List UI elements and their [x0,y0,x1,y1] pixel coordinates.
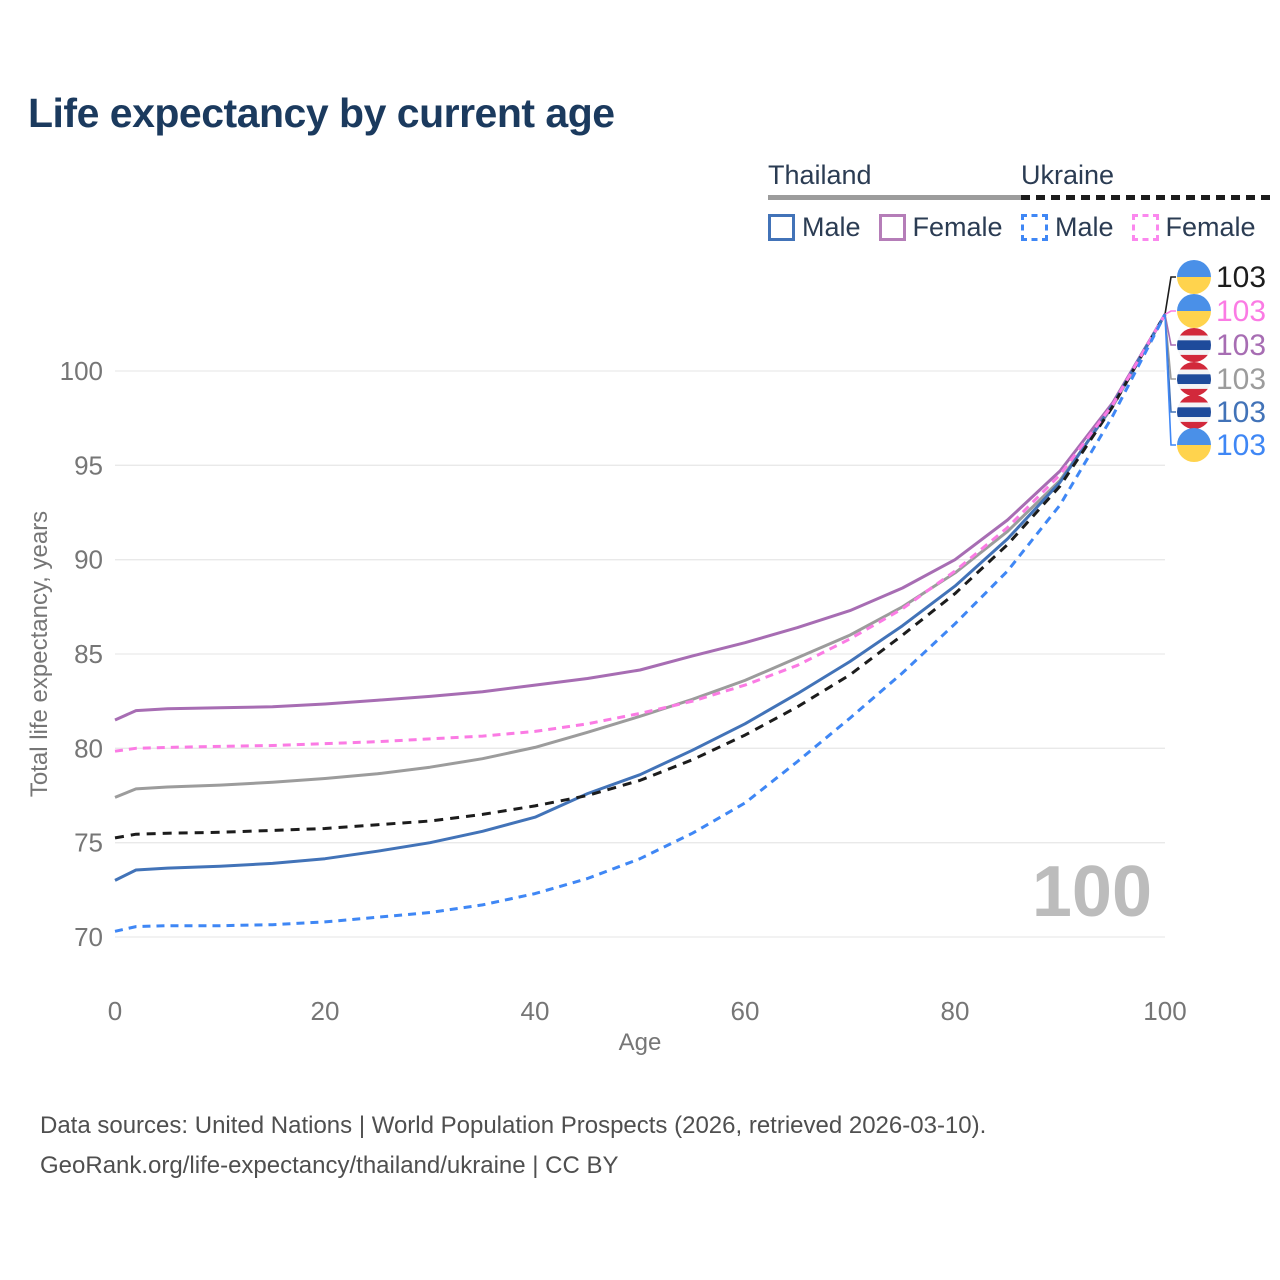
ukraine-flag-yellow [1177,311,1211,328]
footer: Data sources: United Nations | World Pop… [40,1106,986,1186]
series-line-ukraine-female[interactable] [114,313,1167,753]
y-tick-100: 100 [60,356,103,386]
leader-line-ukraine-both [1164,276,1176,315]
flag-icon-thailand [1177,362,1211,396]
thailand-flag-stripe [1177,369,1211,375]
x-tick-0: 0 [108,996,122,1026]
x-tick-100: 100 [1143,996,1186,1026]
y-tick-85: 85 [74,639,103,669]
thailand-flag-stripe [1177,340,1211,351]
ukraine-flag-yellow [1177,445,1211,462]
y-axis-title: Total life expectancy, years [26,511,53,797]
x-tick-20: 20 [311,996,340,1026]
thailand-solid-line-swatch [768,195,1021,200]
thailand-flag-stripe [1177,421,1211,429]
x-tick-40: 40 [521,996,550,1026]
thailand-male-checkbox-swatch[interactable] [768,214,795,241]
y-tick-90: 90 [74,545,103,575]
leader-line-thailand-female [1164,314,1176,346]
y-tick-80: 80 [74,733,103,763]
thailand-flag-stripe [1177,350,1211,355]
end-value-label-thailand-female: 103 [1216,329,1266,362]
flag-icon-ukraine [1177,294,1211,328]
ukraine-female-checkbox-swatch[interactable] [1131,214,1159,241]
series-line-ukraine-male[interactable] [114,313,1167,933]
end-value-label-ukraine-female: 103 [1216,295,1266,328]
end-value-label-ukraine-male: 103 [1216,429,1266,462]
thailand-flag-stripe [1177,395,1211,403]
thailand-flag-stripe [1177,384,1211,389]
series-line-thailand-both[interactable] [114,313,1167,799]
thailand-flag-stripe [1177,335,1211,341]
ukraine-flag-blue [1177,260,1211,277]
ukraine-dashed-line-swatch [1021,195,1274,200]
thailand-flag-stripe [1177,388,1211,396]
legend-thailand-label: Thailand [768,160,872,190]
x-axis-title: Age [619,1029,662,1056]
leader-line-ukraine-female [1164,310,1176,316]
ukraine-flag-yellow [1177,277,1211,294]
thailand-flag-stripe [1177,417,1211,422]
flag-icon-ukraine [1177,260,1211,294]
legend-ukraine-label: Ukraine [1021,160,1115,190]
thailand-female-label[interactable]: Female [912,212,1003,242]
y-tick-95: 95 [74,450,103,480]
ukraine-flag-blue [1177,294,1211,311]
series-line-thailand-female[interactable] [114,313,1167,722]
legend-group-ukraine: Ukraine Male Female [1021,160,1274,243]
source-url-text: GeoRank.org/life-expectancy/thailand/ukr… [40,1152,619,1179]
thailand-flag-stripe [1177,402,1211,408]
flag-icon-thailand [1177,328,1211,362]
legend-group-thailand: Thailand Male Female [768,160,1021,243]
thailand-flag-stripe [1177,328,1211,336]
age-counter-watermark: 100 [1031,852,1152,932]
flag-icon-thailand [1177,395,1211,429]
y-tick-75: 75 [74,828,103,858]
thailand-flag-stripe [1177,362,1211,370]
thailand-flag-stripe [1177,354,1211,362]
ukraine-male-label[interactable]: Male [1055,212,1114,242]
y-tick-70: 70 [74,922,103,952]
thailand-male-label[interactable]: Male [802,212,861,242]
leader-line-ukraine-male [1164,314,1176,446]
thailand-flag-stripe [1177,407,1211,418]
thailand-flag-stripe [1177,374,1211,385]
end-value-label-thailand-male: 103 [1216,396,1266,429]
flag-icon-ukraine [1177,428,1211,462]
end-value-label-ukraine-both: 103 [1216,261,1266,294]
end-value-label-thailand-both: 103 [1216,363,1266,396]
series-line-thailand-male[interactable] [114,313,1167,882]
ukraine-flag-blue [1177,428,1211,445]
chart-title: Life expectancy by current age [28,90,615,136]
ukraine-female-label[interactable]: Female [1165,212,1256,242]
thailand-female-checkbox-swatch[interactable] [878,214,906,241]
ukraine-male-checkbox-swatch[interactable] [1021,214,1048,241]
data-sources-text: Data sources: United Nations | World Pop… [40,1112,987,1139]
x-tick-60: 60 [731,996,760,1026]
x-tick-80: 80 [941,996,970,1026]
series-line-ukraine-both[interactable] [114,313,1167,840]
